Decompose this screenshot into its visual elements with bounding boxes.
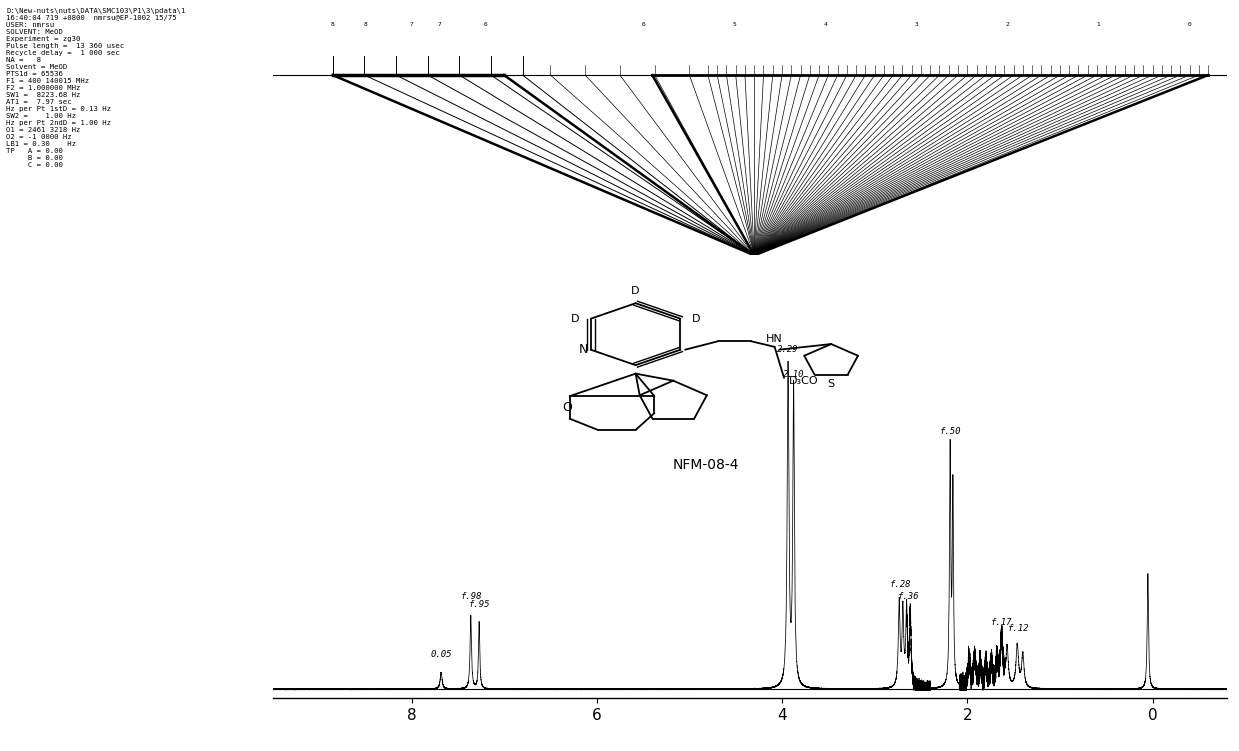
Text: NFM-08-4: NFM-08-4 [673, 458, 740, 472]
Text: 4: 4 [824, 23, 828, 27]
Text: f.36: f.36 [898, 592, 919, 601]
Text: f.17: f.17 [991, 618, 1012, 627]
Text: 0.05: 0.05 [430, 650, 452, 659]
Text: f.98: f.98 [461, 592, 482, 601]
Text: D: D [693, 314, 701, 324]
Text: 7: 7 [410, 23, 414, 27]
Text: f.50: f.50 [940, 427, 961, 436]
Text: 8: 8 [331, 23, 335, 27]
Text: 3: 3 [914, 23, 918, 27]
Text: 1: 1 [1097, 23, 1100, 27]
Text: D: D [632, 286, 639, 296]
Text: f.95: f.95 [468, 599, 489, 608]
Text: 2.10: 2.10 [783, 369, 804, 379]
Text: S: S [828, 379, 835, 389]
Text: HN: HN [766, 334, 783, 344]
Text: D:\New-nuts\nuts\DATA\SMC103\P1\3\pdata\1
16:40:04 719 +0800  nmrsu@EP-1002 15/7: D:\New-nuts\nuts\DATA\SMC103\P1\3\pdata\… [6, 8, 186, 167]
Text: D: D [570, 314, 579, 324]
Text: f.28: f.28 [891, 580, 912, 589]
Text: f.12: f.12 [1007, 624, 1028, 633]
Text: N: N [579, 343, 589, 356]
Text: O: O [563, 401, 572, 414]
Text: 6: 6 [642, 23, 646, 27]
Text: 5: 5 [732, 23, 736, 27]
Text: 2.29: 2.29 [777, 345, 799, 354]
Text: 2: 2 [1006, 23, 1010, 27]
Text: D₃CO: D₃CO [789, 376, 819, 386]
Text: 8: 8 [363, 23, 367, 27]
Text: 0: 0 [1188, 23, 1192, 27]
Text: 6: 6 [483, 23, 487, 27]
Text: 7: 7 [437, 23, 441, 27]
